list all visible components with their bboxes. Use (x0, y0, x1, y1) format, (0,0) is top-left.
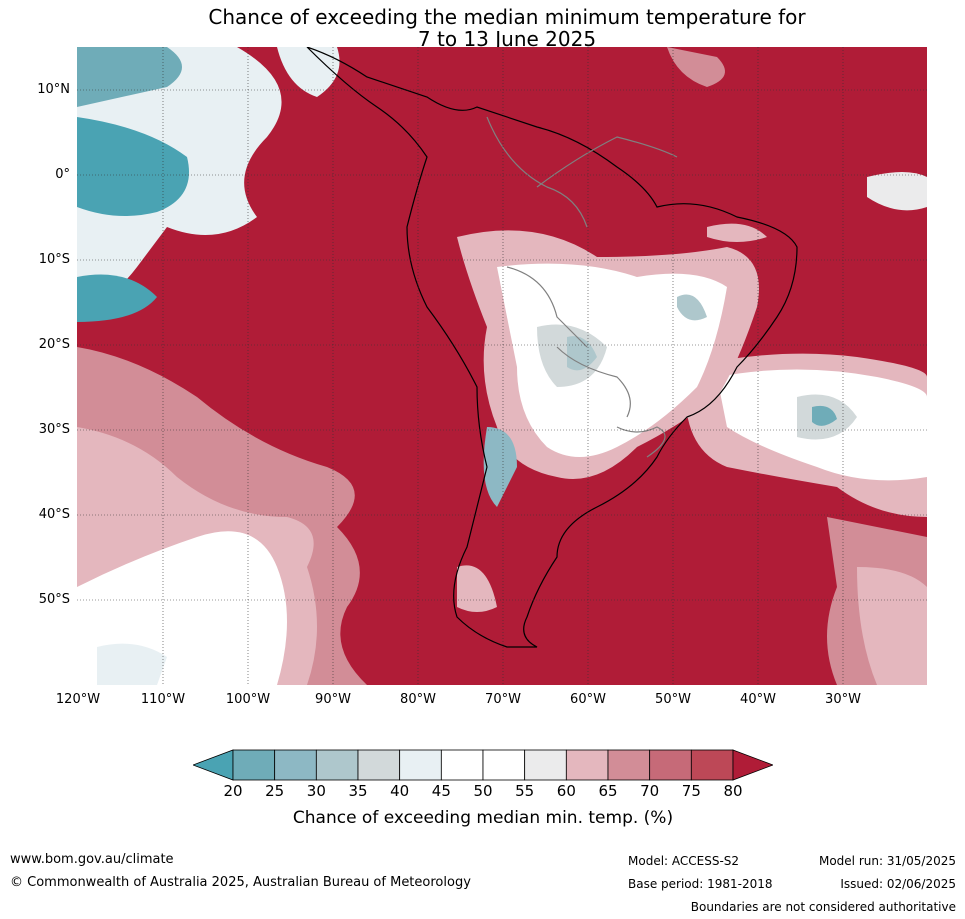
colorbar-segment (357, 749, 401, 781)
colorbar-tick-label: 45 (431, 782, 451, 800)
footer-website: www.bom.gov.au/climate (10, 852, 174, 867)
lon-label-110w: 110°W (140, 692, 186, 707)
gridlines (77, 47, 927, 685)
colorbar-segment (274, 749, 317, 781)
lon-label-80w: 80°W (400, 692, 436, 707)
colorbar-segment (440, 749, 484, 781)
lon-label-50w: 50°W (655, 692, 691, 707)
nw-pacific-cool-region (77, 47, 927, 322)
lon-label-90w: 90°W (315, 692, 351, 707)
colorbar-tick-label: 35 (348, 782, 368, 800)
lon-label-120w: 120°W (55, 692, 101, 707)
footer-copyright: © Commonwealth of Australia 2025, Austra… (10, 875, 471, 890)
south-pacific-region (77, 347, 367, 685)
lat-label-10n: 10°N (37, 82, 70, 97)
colorbar-segment (607, 749, 651, 781)
title-line-2: 7 to 13 June 2025 (417, 27, 597, 51)
colorbar-label: Chance of exceeding median min. temp. (%… (292, 808, 674, 828)
colorbar-tick-label: 55 (515, 782, 535, 800)
colorbar-segment (315, 749, 359, 781)
footer-model: Model: ACCESS-S2 (628, 854, 740, 868)
lon-label-100w: 100°W (225, 692, 271, 707)
colorbar (193, 749, 773, 781)
footer-disclaimer: Boundaries are not considered authoritat… (690, 900, 956, 914)
colorbar-tick-label: 25 (265, 782, 285, 800)
colorbar-segment (690, 749, 734, 781)
colorbar-arrow-high (732, 749, 773, 781)
colorbar-segment (524, 749, 567, 781)
lat-label-50s: 50°S (38, 592, 70, 607)
lat-label-30s: 30°S (38, 422, 70, 437)
colorbar-arrow-low (193, 749, 234, 781)
colorbar-tick-label: 40 (390, 782, 410, 800)
map-title: Chance of exceeding the median minimum t… (0, 6, 965, 50)
lat-label-0: 0° (55, 167, 70, 182)
colorbar-tick-label: 50 (473, 782, 493, 800)
colorbar-segment (565, 749, 609, 781)
colorbar-segment (649, 749, 692, 781)
colorbar-segment (232, 749, 276, 781)
colorbar-tick-label: 80 (723, 782, 743, 800)
south-atlantic-region (685, 353, 927, 685)
title-line-1: Chance of exceeding the median minimum t… (208, 5, 806, 29)
footer-base-period: Base period: 1981-2018 (628, 877, 773, 891)
colorbar-tick-label: 70 (640, 782, 660, 800)
coastline (306, 47, 798, 648)
country-borders (486, 116, 678, 458)
south-america-interior (457, 230, 759, 612)
colorbar-tick-label: 65 (598, 782, 618, 800)
lon-label-40w: 40°W (740, 692, 776, 707)
lon-label-30w: 30°W (825, 692, 861, 707)
colorbar-tick-label: 30 (306, 782, 326, 800)
lon-label-60w: 60°W (570, 692, 606, 707)
footer-issued: Issued: 02/06/2025 (840, 877, 956, 891)
lon-label-70w: 70°W (485, 692, 521, 707)
colorbar-segment (399, 749, 442, 781)
lat-label-20s: 20°S (38, 337, 70, 352)
lat-label-10s: 10°S (38, 252, 70, 267)
colorbar-tick-label: 60 (556, 782, 576, 800)
footer-model-run: Model run: 31/05/2025 (818, 854, 956, 868)
colorbar-tick-label: 75 (681, 782, 701, 800)
probability-map (77, 47, 927, 685)
colorbar-segment (482, 749, 526, 781)
lat-label-40s: 40°S (38, 507, 70, 522)
colorbar-tick-label: 20 (223, 782, 243, 800)
